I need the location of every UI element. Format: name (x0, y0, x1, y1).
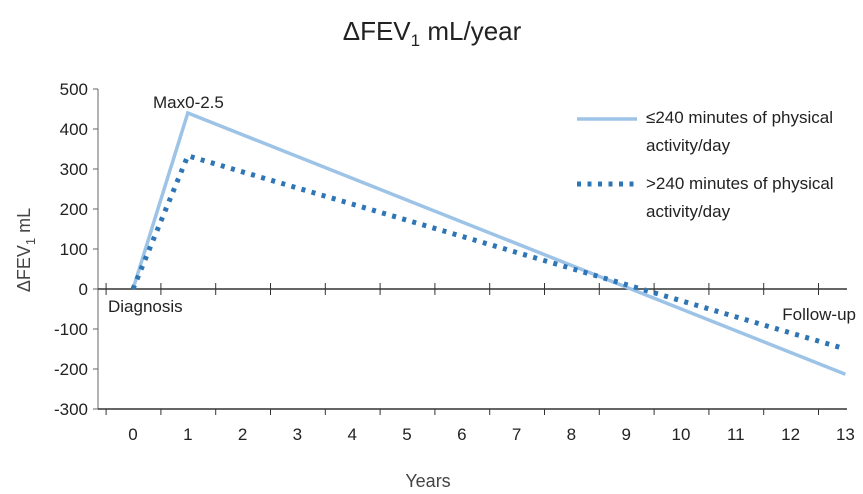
x-tick-label: 6 (457, 425, 466, 444)
series-line-2 (130, 152, 847, 352)
y-axis-label-rest: mL (14, 208, 34, 238)
annotation-start: Diagnosis (108, 297, 183, 316)
x-axis-label: Years (405, 471, 450, 491)
y-tick-label: -200 (54, 360, 88, 379)
legend-label-2-line1: >240 minutes of physical (646, 174, 834, 193)
y-tick-label: -300 (54, 400, 88, 419)
x-tick-label: 7 (512, 425, 521, 444)
annotation-peak: Max0-2.5 (153, 93, 224, 112)
x-tick-label: 13 (836, 425, 855, 444)
x-axis: 0 1 2 3 4 5 6 7 8 9 10 11 12 13 (98, 283, 855, 444)
x-tick-label: 1 (183, 425, 192, 444)
y-tick-label: 0 (79, 280, 88, 299)
chart-title-subscript: 1 (411, 31, 420, 50)
x-tick-label: 2 (238, 425, 247, 444)
y-tick-label: 200 (60, 200, 88, 219)
chart-title: ΔFEV1 mL/year (343, 16, 522, 50)
y-axis: 500 400 300 200 100 0 -100 -200 -300 (54, 80, 99, 419)
y-tick-label: -100 (54, 320, 88, 339)
chart-title-main: ΔFEV (343, 16, 412, 46)
x-tick-label: 9 (621, 425, 630, 444)
series-line-1 (131, 110, 847, 376)
y-tick-label: 500 (60, 80, 88, 99)
y-tick-label: 400 (60, 120, 88, 139)
legend-label-1-line1: ≤240 minutes of physical (646, 108, 833, 127)
y-axis-label-subscript: 1 (23, 238, 38, 245)
x-tick-label: 3 (293, 425, 302, 444)
x-tick-label: 10 (672, 425, 691, 444)
chart-title-rest: mL/year (420, 16, 521, 46)
x-tick-label: 5 (402, 425, 411, 444)
y-axis-label: ΔFEV1 mL (14, 208, 38, 292)
x-tick-label: 12 (781, 425, 800, 444)
y-tick-label: 100 (60, 240, 88, 259)
y-axis-label-main: ΔFEV (14, 245, 34, 292)
series-lines (130, 110, 847, 376)
x-tick-label: 4 (347, 425, 356, 444)
y-tick-label: 300 (60, 160, 88, 179)
x-tick-label: 11 (727, 425, 745, 444)
legend: ≤240 minutes of physical activity/day >240… (577, 108, 834, 221)
legend-label-2-line2: activity/day (646, 202, 731, 221)
x-tick-label: 8 (567, 425, 576, 444)
annotations: Max0-2.5 Diagnosis Follow-up (108, 93, 856, 324)
x-tick-label: 0 (128, 425, 137, 444)
annotation-end: Follow-up (782, 305, 856, 324)
legend-label-1-line2: activity/day (646, 136, 731, 155)
